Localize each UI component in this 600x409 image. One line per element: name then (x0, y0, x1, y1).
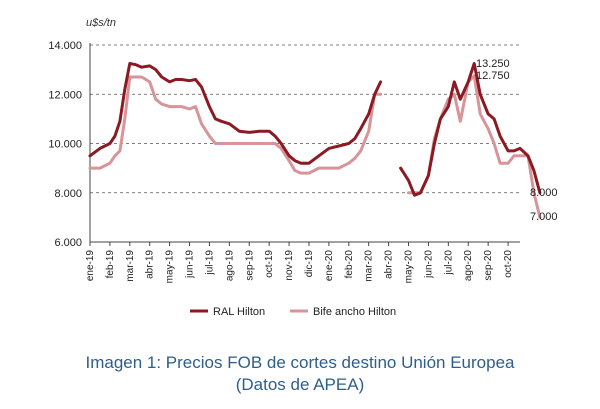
x-tick-label: abr-19 (145, 250, 156, 279)
x-tick-label: sep-20 (483, 250, 494, 281)
annotation-label: 8.000 (530, 187, 558, 199)
x-tick-label: may-19 (165, 250, 176, 284)
y-axis-unit-label: u$s/tn (86, 17, 116, 29)
y-axis: 6.000 8.000 10.000 12.000 14.000 (48, 40, 91, 249)
y-tick-label: 12.000 (48, 89, 82, 101)
price-chart: u$s/tn 6.000 8.000 10.000 12.000 14.000 ene-… (48, 17, 558, 318)
series-line-ral-hilton (399, 62, 542, 197)
series-line-ral-hilton (88, 62, 383, 165)
x-axis: ene-19 feb-19 mar-19 abr-19 may-19 jun-19 jul-… (85, 241, 520, 284)
x-tick-label: ene-20 (324, 250, 335, 282)
x-tick-label: nov-19 (284, 250, 295, 281)
legend: RAL Hilton Bife ancho Hilton (190, 306, 396, 318)
caption-line-2: (Datos de APEA) (235, 375, 365, 394)
y-tick-label: 10.000 (48, 139, 82, 151)
y-tick-label: 14.000 (48, 40, 82, 52)
annotation-label: 12.750 (476, 70, 510, 82)
x-tick-label: oct-20 (503, 250, 514, 278)
annotation-label: 13.250 (476, 58, 510, 70)
x-tick-label: jul-20 (443, 250, 454, 276)
caption-line-1: Imagen 1: Precios FOB de cortes destino … (85, 353, 515, 372)
x-tick-label: dic-19 (304, 250, 315, 278)
x-tick-label: mar-20 (364, 250, 375, 282)
x-tick-label: mar-19 (125, 250, 136, 282)
x-tick-label: ene-19 (85, 250, 96, 282)
series-line-bife-ancho-hilton (407, 74, 542, 219)
x-tick-label: feb-19 (105, 250, 116, 279)
x-tick-label: ago-20 (463, 250, 474, 282)
y-tick-label: 8.000 (54, 188, 82, 200)
annotation-label: 7.000 (530, 211, 558, 223)
x-tick-label: may-20 (404, 250, 415, 284)
series-lines (88, 62, 542, 219)
x-tick-label: feb-20 (344, 250, 355, 279)
x-tick-label: jun-20 (423, 250, 434, 279)
y-tick-label: 6.000 (54, 237, 82, 249)
legend-label: RAL Hilton (213, 306, 265, 318)
x-tick-label: jul-19 (204, 250, 215, 276)
x-tick-label: sep-19 (244, 250, 255, 281)
series-line-bife-ancho-hilton (88, 75, 383, 175)
legend-label: Bife ancho Hilton (313, 306, 396, 318)
figure-caption: Imagen 1: Precios FOB de cortes destino … (0, 352, 600, 396)
x-tick-label: abr-20 (384, 250, 395, 279)
x-tick-label: oct-19 (264, 250, 275, 278)
x-tick-label: ago-19 (224, 250, 235, 282)
x-tick-label: jun-19 (185, 250, 196, 279)
